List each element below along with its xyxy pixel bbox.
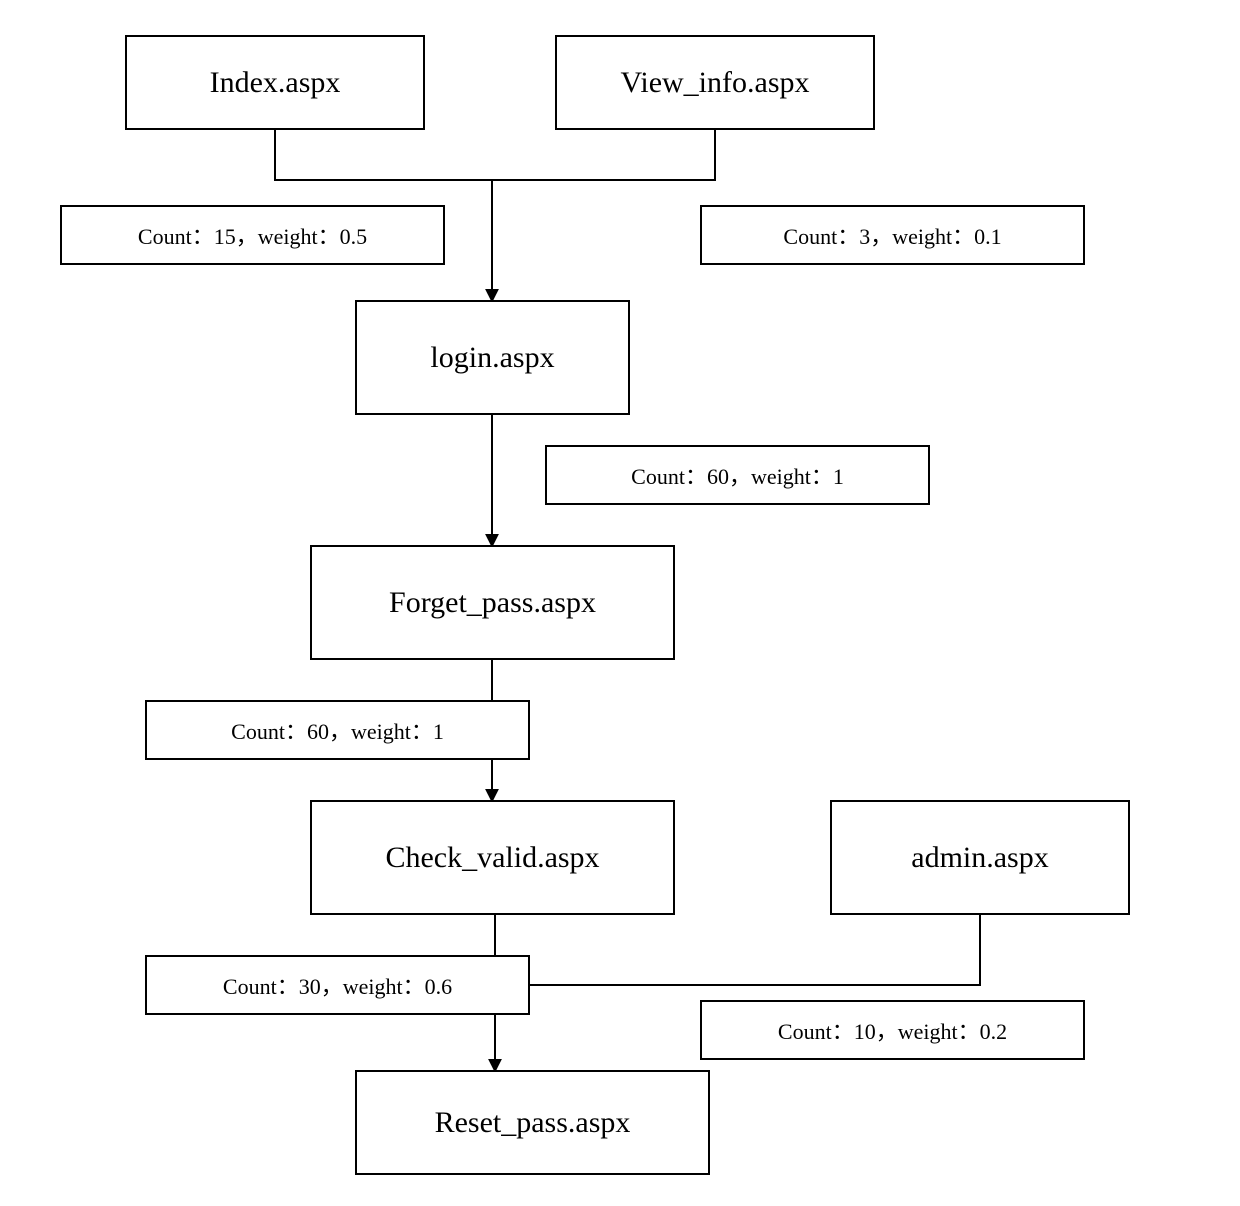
node-label: Index.aspx [210,66,341,100]
node-label: login.aspx [430,341,554,375]
node-label: Count：15，weight：0.5 [138,219,367,251]
node-label_login: Count：60，weight：1 [545,445,930,505]
node-login: login.aspx [355,300,630,415]
node-label_index: Count：15，weight：0.5 [60,205,445,265]
node-label: Count：10，weight：0.2 [778,1014,1007,1046]
node-label: admin.aspx [911,841,1048,875]
edge-e_index_login [275,130,492,180]
node-admin: admin.aspx [830,800,1130,915]
edge-e_view_login [492,130,715,180]
node-label: Reset_pass.aspx [435,1106,631,1140]
node-label_check: Count：30，weight：0.6 [145,955,530,1015]
node-label: Count：30，weight：0.6 [223,969,452,1001]
node-label: View_info.aspx [621,66,810,100]
node-label_forget: Count：60，weight：1 [145,700,530,760]
node-label: Count：60，weight：1 [631,459,844,491]
node-label_view: Count：3，weight：0.1 [700,205,1085,265]
node-forget_pass: Forget_pass.aspx [310,545,675,660]
flowchart-canvas: Index.aspx View_info.aspx login.aspx Forget… [0,0,1240,1206]
node-check_valid: Check_valid.aspx [310,800,675,915]
node-label: Count：60，weight：1 [231,714,444,746]
edge-e_admin_reset [495,915,980,985]
node-label_admin: Count：10，weight：0.2 [700,1000,1085,1060]
node-view_info: View_info.aspx [555,35,875,130]
node-reset_pass: Reset_pass.aspx [355,1070,710,1175]
node-index: Index.aspx [125,35,425,130]
node-label: Check_valid.aspx [385,841,599,875]
node-label: Count：3，weight：0.1 [783,219,1001,251]
node-label: Forget_pass.aspx [389,586,596,620]
